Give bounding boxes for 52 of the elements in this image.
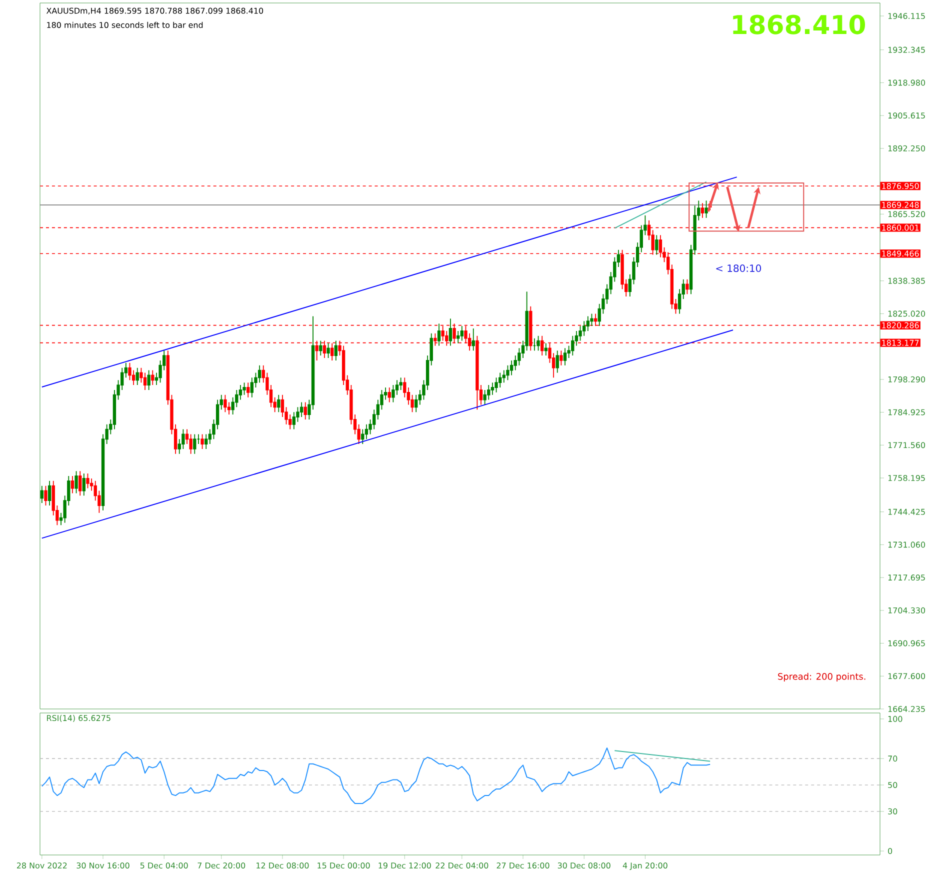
- candlestick: [326, 342, 330, 358]
- candlestick: [277, 394, 280, 413]
- candlestick: [700, 202, 704, 218]
- candlestick: [414, 394, 418, 413]
- candlestick: [704, 200, 708, 218]
- candlestick: [388, 387, 391, 403]
- candlestick: [40, 485, 44, 504]
- candlestick: [258, 364, 262, 384]
- candlestick: [44, 485, 48, 506]
- candlestick: [74, 470, 78, 494]
- candlestick: [536, 335, 540, 352]
- candlestick: [334, 340, 338, 361]
- candlestick: [200, 434, 204, 450]
- candlestick: [193, 434, 196, 454]
- candlestick: [151, 370, 154, 386]
- candlestick: [544, 342, 548, 356]
- candlestick: [655, 234, 658, 256]
- candlestick: [224, 394, 227, 413]
- candlestick: [70, 476, 74, 494]
- candlestick: [563, 348, 567, 366]
- candlestick: [472, 328, 475, 352]
- candlestick: [560, 350, 563, 366]
- annotation: 1868.410: [733, 14, 866, 34]
- candlestick: [361, 428, 364, 444]
- annotation: Spread: 200 points.: [778, 672, 866, 682]
- candlestick: [502, 370, 506, 384]
- candlestick: [448, 318, 452, 346]
- candlestick: [147, 370, 150, 390]
- candlestick: [82, 473, 86, 496]
- candlestick: [456, 330, 460, 344]
- candlestick: [460, 326, 464, 342]
- candlestick: [487, 384, 490, 400]
- candlestick: [204, 434, 208, 450]
- candlestick: [86, 473, 90, 489]
- annotation: < 180:10: [716, 264, 762, 272]
- candlestick: [78, 470, 82, 496]
- candlestick: [128, 362, 132, 381]
- candlestick: [364, 424, 368, 440]
- candlestick: [48, 480, 52, 506]
- candlestick: [304, 402, 307, 420]
- candlestick: [437, 323, 441, 346]
- candlestick: [143, 372, 147, 390]
- candlestick: [556, 350, 559, 374]
- candlestick: [319, 340, 322, 356]
- candlestick: [136, 367, 139, 386]
- candlestick: [571, 335, 574, 356]
- candlestick: [532, 338, 536, 352]
- candlestick: [330, 342, 334, 361]
- candlestick: [189, 434, 192, 454]
- candlestick: [686, 278, 689, 295]
- candlestick: [246, 382, 250, 398]
- candlestick: [506, 364, 510, 381]
